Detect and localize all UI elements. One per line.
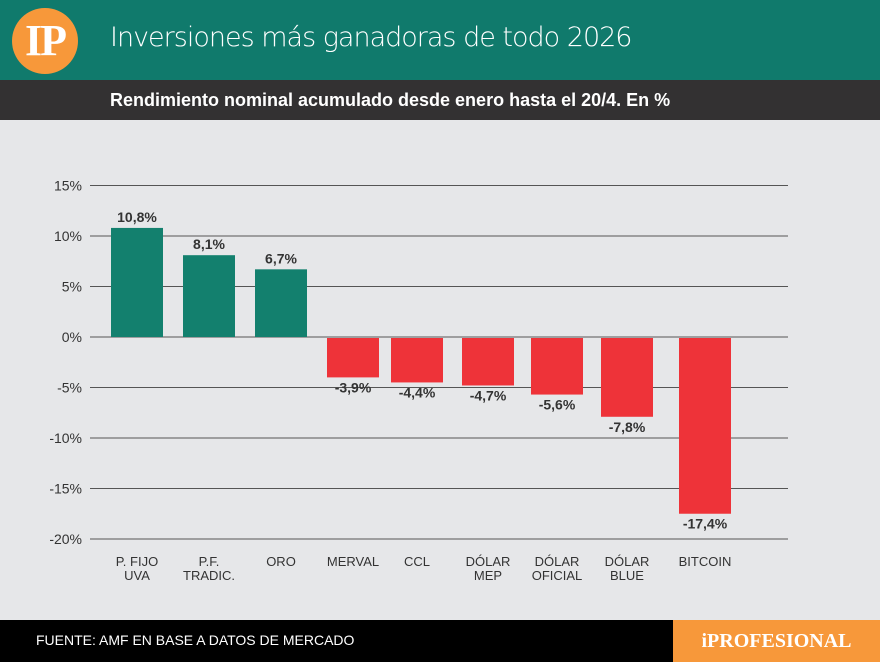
data-label: -4,4% (399, 384, 436, 400)
y-tick-label: 15% (54, 178, 82, 194)
data-label: -3,9% (335, 379, 372, 395)
x-tick-label: UVA (124, 568, 150, 583)
y-tick-label: 5% (62, 279, 82, 295)
x-tick-label: DÓLAR (466, 554, 511, 569)
y-tick-label: 10% (54, 228, 82, 244)
y-tick-label: -5% (57, 380, 82, 396)
brand-logo: iPROFESIONAL (673, 620, 880, 662)
chart-subtitle: Rendimiento nominal acumulado desde ener… (110, 90, 671, 110)
y-tick-label: 0% (62, 329, 82, 345)
bar (679, 338, 731, 514)
data-label: -5,6% (539, 397, 576, 413)
bar (111, 227, 163, 337)
bar (183, 255, 235, 337)
x-tick-label: CCL (404, 554, 430, 569)
data-label: 6,7% (265, 250, 297, 266)
data-label: -17,4% (683, 516, 728, 532)
source-note: FUENTE: AMF EN BASE A DATOS DE MERCADO (36, 632, 355, 648)
x-tick-label: BLUE (610, 568, 644, 583)
x-tick-label: OFICIAL (532, 568, 583, 583)
subtitle-bar (0, 80, 880, 120)
bar (327, 338, 379, 378)
chart-title: Inversiones más ganadoras de todo 2026 (110, 22, 632, 53)
x-tick-label: MERVAL (327, 554, 379, 569)
x-tick-label: TRADIC. (183, 568, 235, 583)
y-tick-label: -10% (49, 430, 82, 446)
x-tick-label: DÓLAR (535, 554, 580, 569)
header-bar (0, 0, 880, 80)
x-tick-label: DÓLAR (605, 554, 650, 569)
x-tick-label: ORO (266, 554, 296, 569)
x-tick-label: P.F. (199, 554, 220, 569)
x-tick-label: P. FIJO (116, 554, 158, 569)
y-tick-label: -15% (49, 481, 82, 497)
data-label: -4,7% (470, 387, 507, 403)
x-tick-label: MEP (474, 568, 502, 583)
y-tick-label: -20% (49, 531, 82, 547)
x-tick-label: BITCOIN (679, 554, 732, 569)
data-label: -7,8% (609, 419, 646, 435)
ip-logo: IP (12, 8, 78, 74)
bar (531, 338, 583, 395)
data-label: 8,1% (193, 236, 225, 252)
bar (601, 338, 653, 417)
bar (255, 269, 307, 337)
bar (391, 338, 443, 383)
data-label: 10,8% (117, 209, 157, 225)
bar (462, 338, 514, 386)
